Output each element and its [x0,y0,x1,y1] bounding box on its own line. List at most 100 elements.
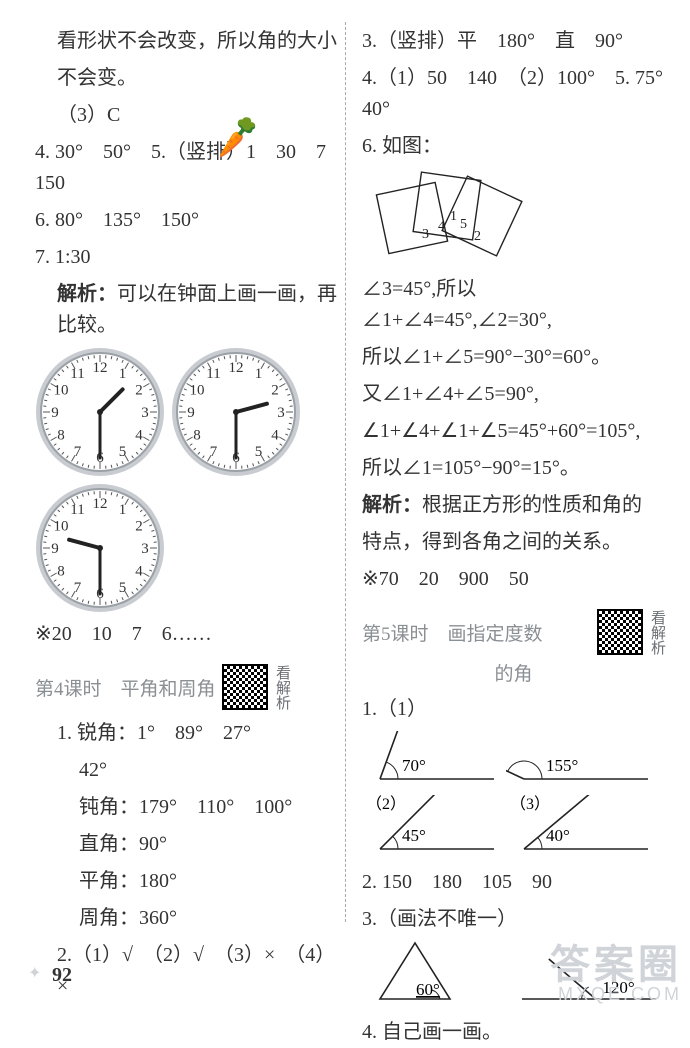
svg-text:40°: 40° [546,826,570,845]
svg-text:11: 11 [70,366,84,382]
svg-text:（2）: （2） [366,795,406,813]
label: 6. 如图： [362,135,442,157]
svg-text:8: 8 [57,428,64,444]
text: ※20 10 7 6…… [35,619,338,650]
text: 解析：根据正方形的性质和角的 [362,490,665,521]
svg-text:10: 10 [54,519,69,535]
text: 4. 30° 50° 5.（竖排）1 30 7 150 [35,137,338,199]
right-column: 3.（竖排）平 180° 直 90° 4.（1）50 140 （2）100° 5… [350,20,665,940]
text: 7. 1:30 [35,242,338,273]
svg-text:7: 7 [210,444,218,460]
lesson4-title: 第4课时 平角和周角 [35,674,216,701]
clock-icon: 123456789101112 [171,347,301,477]
svg-text:（3）: （3） [510,795,550,813]
clock-icon: 123456789101112 [35,483,165,613]
svg-text:1: 1 [450,209,457,224]
text: 解析：可以在钟面上画一画，再比较。 [35,279,338,341]
svg-text:1: 1 [119,502,127,518]
page-number: 92 [52,964,72,987]
svg-text:4: 4 [438,219,445,234]
svg-text:11: 11 [206,366,220,382]
text: 2.（1）√ （2）√ （3）× （4）× [35,940,338,1002]
svg-text:12: 12 [93,360,108,376]
svg-text:8: 8 [57,564,64,580]
text: 1.（1） [362,694,665,725]
svg-text:60°: 60° [416,980,440,999]
text: 3.（画法不唯一） [362,904,665,935]
svg-text:3: 3 [141,541,149,557]
svg-text:3: 3 [141,405,149,421]
svg-text:5: 5 [119,444,127,460]
svg-text:3: 3 [277,405,285,421]
svg-text:4: 4 [135,564,143,580]
qr-icon [597,609,643,655]
text: ∠1+∠4+∠1+∠5=45°+60°=105°, [362,416,665,447]
svg-text:7: 7 [74,580,82,596]
text: 2. 150 180 105 90 [362,867,665,898]
text: 6. 如图： [362,131,665,162]
text: 1. 锐角：1° 89° 27° [35,718,338,749]
text: （3）C [35,100,338,131]
text: 4. 自己画一画。 [362,1017,665,1048]
svg-text:1: 1 [255,366,263,382]
left-column: 看形状不会改变，所以角的大小 不会变。 （3）C 🥕 4. 30° 50° 5.… [35,20,350,940]
svg-text:2: 2 [135,519,143,535]
svg-text:12: 12 [93,496,108,512]
text: 又∠1+∠4+∠5=90°, [362,379,665,410]
text: 直角：90° [35,829,338,860]
overlap-squares-diagram: 3 4 1 5 2 [362,168,532,268]
clock-figures: 123456789101112 123456789101112 12345678… [35,347,338,613]
svg-text:10: 10 [190,383,205,399]
svg-text:5: 5 [119,580,127,596]
svg-text:8: 8 [193,428,201,444]
svg-text:4: 4 [271,428,279,444]
svg-text:155°: 155° [546,756,578,775]
lesson4-header: 第4课时 平角和周角 看解析 [35,664,338,710]
qr-label: 看解析 [274,665,291,710]
text: ∠3=45°,所以∠1+∠4=45°,∠2=30°, [362,274,665,336]
svg-text:10: 10 [54,383,69,399]
svg-text:45°: 45° [402,826,426,845]
text: 根据正方形的性质和角的 [422,494,642,516]
svg-text:2: 2 [135,383,143,399]
text: 不会变。 [35,63,338,94]
svg-text:9: 9 [51,405,59,421]
clock-icon: 123456789101112 [35,347,165,477]
text: 4.（1）50 140 （2）100° 5. 75° 40° [362,63,665,125]
svg-text:9: 9 [187,405,195,421]
angles-q1: 70° 155° （2） 45° （3） 40° [362,731,665,861]
svg-text:3: 3 [422,227,429,242]
text: 钝角：179° 110° 100° [35,792,338,823]
text: 所以∠1=105°−90°=15°。 [362,453,665,484]
svg-text:11: 11 [70,502,84,518]
text: 特点，得到各角之间的关系。 [362,527,665,558]
svg-text:2: 2 [271,383,279,399]
svg-text:120°: 120° [602,978,634,997]
text: 6. 80° 135° 150° [35,205,338,236]
svg-text:12: 12 [229,360,244,376]
svg-text:4: 4 [135,428,143,444]
text: 3.（竖排）平 180° 直 90° [362,26,665,57]
lesson5-header: 第5课时 画指定度数 看解析 的角 [362,609,665,686]
lesson5-title: 第5课时 画指定度数 [362,619,591,646]
text: ※70 20 900 50 [362,564,665,595]
svg-text:2: 2 [474,229,481,244]
qr-icon [222,664,268,710]
text: 周角：360° [35,903,338,934]
text: 所以∠1+∠5=90°−30°=60°。 [362,342,665,373]
svg-text:70°: 70° [402,756,426,775]
qr-label: 看解析 [649,610,666,655]
angles-q3: 60° 120° [362,941,665,1011]
svg-text:7: 7 [74,444,82,460]
page: 看形状不会改变，所以角的大小 不会变。 （3）C 🥕 4. 30° 50° 5.… [0,0,690,940]
svg-text:5: 5 [255,444,263,460]
figure-6: 3 4 1 5 2 [362,168,665,268]
lesson5-title2: 的角 [362,659,665,686]
star-icon: ✦ [28,963,41,983]
svg-text:9: 9 [51,541,59,557]
text: 42° [35,755,338,786]
text: 平角：180° [35,866,338,897]
svg-text:5: 5 [460,217,467,232]
label: 解析： [57,283,117,305]
svg-text:1: 1 [119,366,127,382]
